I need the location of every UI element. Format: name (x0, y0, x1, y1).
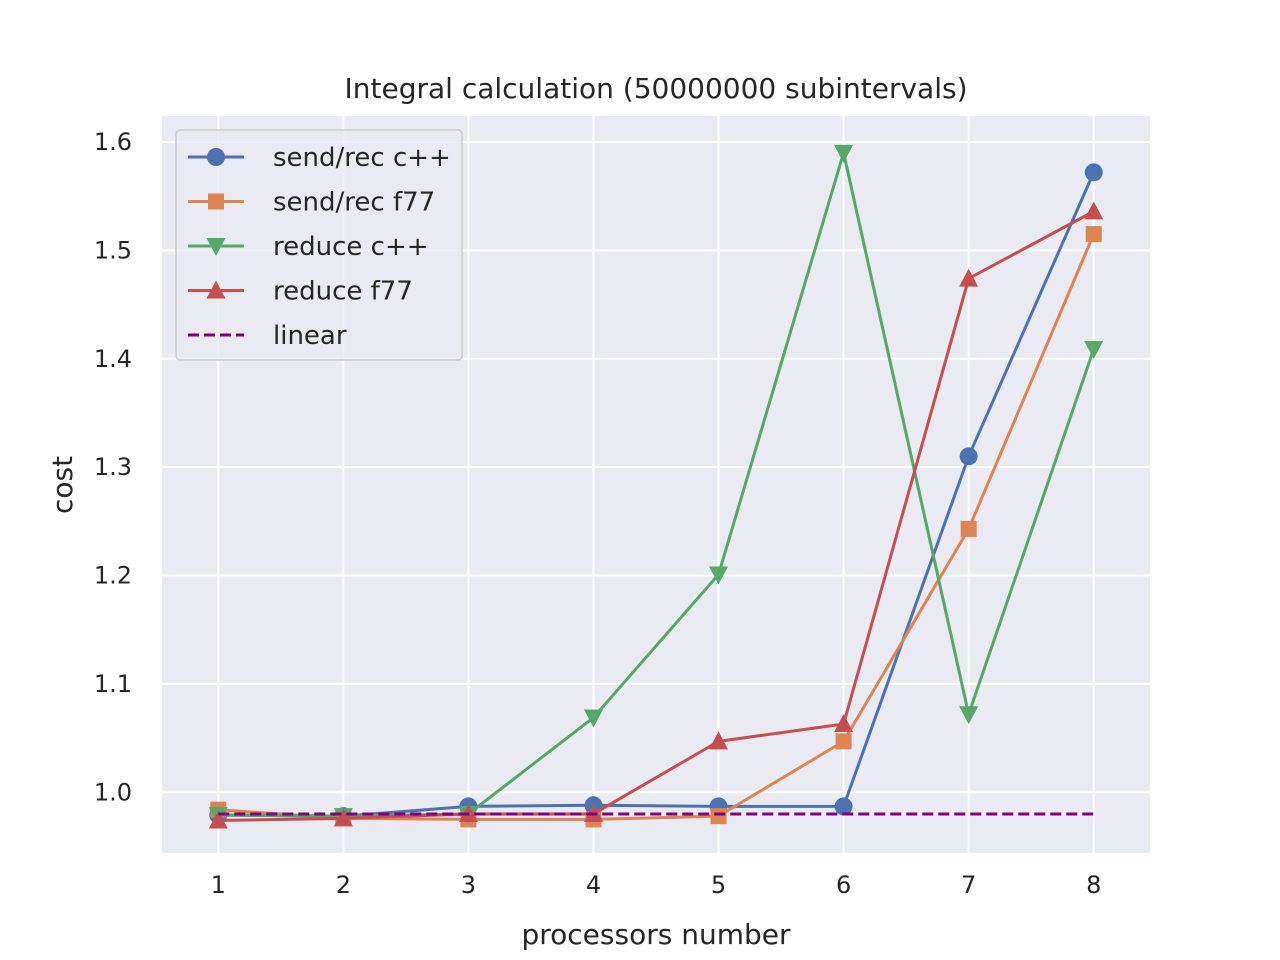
y-tick-label: 1.1 (94, 670, 132, 698)
legend-label: send/rec f77 (273, 188, 435, 218)
legend-entry: send/rec f77 (188, 188, 435, 218)
legend: send/rec c++ send/rec f77 reduce c++ reduce… (175, 129, 463, 361)
x-tick-label: 4 (586, 871, 601, 899)
data-point (959, 268, 979, 287)
tick-labels: 1 2 3 4 5 6 7 8 1.0 1.1 1.2 1.3 1.4 1.5 1.6 (94, 128, 1102, 899)
legend-entry: reduce c++ (188, 232, 429, 262)
legend-marker (207, 148, 225, 166)
y-tick-label: 1.4 (94, 345, 132, 373)
data-point (835, 733, 852, 750)
y-tick-label: 1.2 (94, 562, 132, 590)
legend-marker (206, 238, 226, 256)
data-point (1084, 163, 1103, 182)
series-line (218, 210, 1095, 822)
data-point (208, 810, 228, 829)
legend-label: send/rec c++ (273, 143, 451, 173)
y-tick-label: 1.0 (94, 778, 132, 806)
data-point (710, 808, 727, 825)
legend-entry: reduce f77 (188, 277, 413, 307)
series-layer (208, 144, 1104, 829)
data-point (834, 714, 854, 733)
data-point (1084, 341, 1104, 360)
data-point (333, 808, 353, 827)
x-tick-label: 8 (1086, 871, 1101, 899)
x-tick-label: 6 (836, 871, 851, 899)
data-point (960, 520, 977, 537)
legend-label: reduce c++ (273, 232, 429, 262)
data-point (959, 706, 979, 725)
chart-title: Integral calculation (50000000 subinterv… (345, 72, 968, 105)
data-point (834, 144, 854, 163)
data-point (959, 447, 978, 466)
data-point (834, 797, 853, 816)
legend-entry: linear (188, 321, 347, 351)
data-point (709, 731, 729, 750)
x-tick-label: 2 (336, 871, 351, 899)
data-point (1084, 201, 1104, 220)
data-point (1085, 226, 1102, 243)
legend-marker (208, 193, 224, 210)
y-axis-label: cost (46, 456, 79, 514)
x-tick-label: 3 (461, 871, 476, 899)
x-tick-label: 1 (211, 871, 226, 899)
legend-box (175, 129, 463, 361)
y-tick-label: 1.5 (94, 236, 132, 264)
data-point (709, 566, 729, 585)
x-tick-label: 7 (961, 871, 976, 899)
legend-marker (206, 280, 226, 299)
x-tick-label: 5 (711, 871, 726, 899)
legend-entry: send/rec c++ (188, 143, 451, 173)
legend-label: linear (273, 321, 347, 351)
y-tick-label: 1.6 (94, 128, 132, 156)
y-tick-label: 1.3 (94, 453, 132, 481)
x-axis-label: processors number (521, 918, 790, 951)
series-line (218, 151, 1096, 818)
data-point (583, 709, 603, 728)
legend-label: reduce f77 (273, 277, 413, 307)
